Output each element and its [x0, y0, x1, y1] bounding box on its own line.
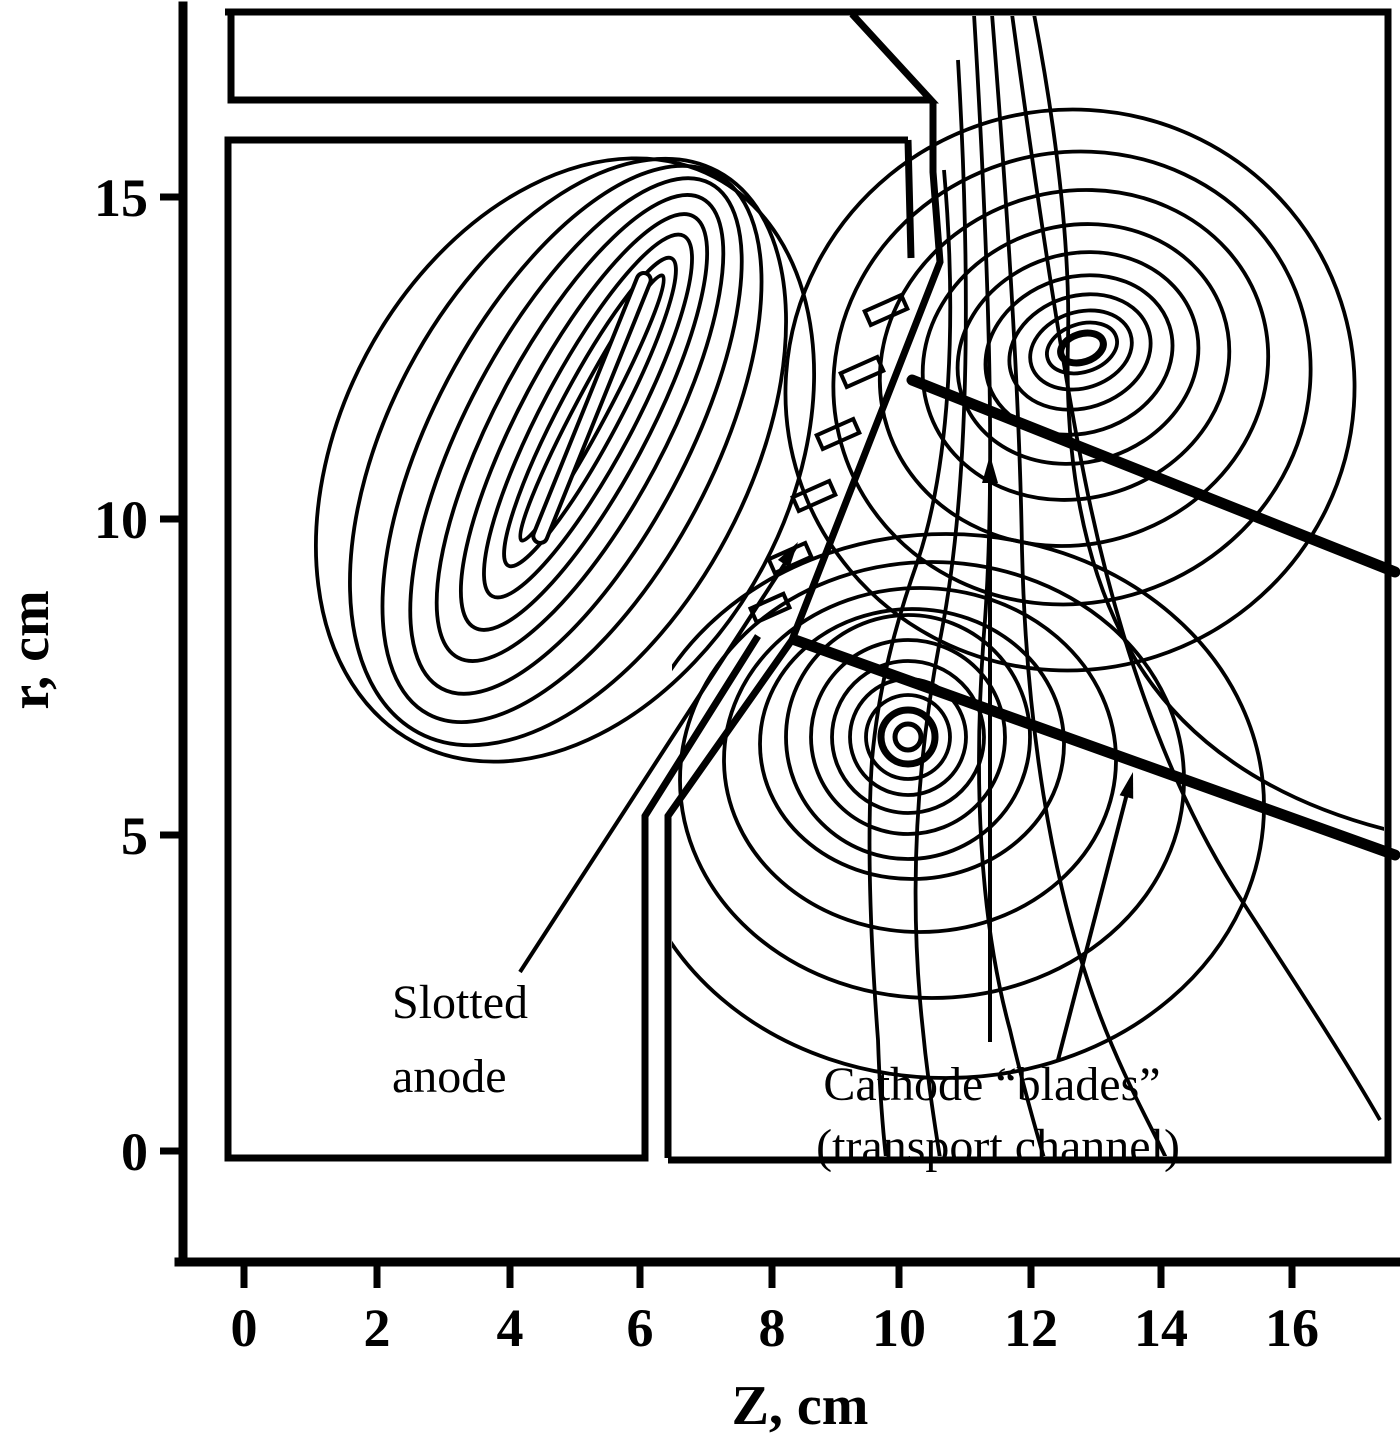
contour-line	[1007, 292, 1153, 412]
cathode-blades-label-line2: (transport channel)	[816, 1120, 1180, 1173]
top-flange-strip	[227, 11, 939, 104]
contour-line	[482, 232, 694, 600]
contour-line	[314, 156, 816, 764]
x-tick-label: 0	[231, 1298, 258, 1358]
contour-line	[830, 659, 986, 815]
annotations: Slotted anode Cathode “blades” (transpor…	[392, 455, 1180, 1173]
field-line	[867, 169, 953, 1156]
y-tick-label: 0	[121, 1122, 148, 1182]
y-tick-label: 15	[94, 168, 148, 228]
contours-left-cell	[314, 156, 816, 764]
contour-line	[458, 212, 710, 632]
cathode-blades	[789, 374, 1400, 861]
x-tick-label: 14	[1134, 1298, 1188, 1358]
x-tick-label: 8	[759, 1298, 786, 1358]
y-axis-title: r, cm	[0, 590, 61, 709]
field-line	[1032, 16, 1384, 831]
contour-line	[920, 222, 1232, 502]
x-axis-title: Z, cm	[732, 1375, 869, 1437]
anode-slat	[838, 354, 886, 390]
contour-line	[408, 176, 744, 696]
contour-line	[809, 638, 1007, 836]
contour-line	[1045, 320, 1119, 376]
contour-line	[380, 164, 764, 724]
outer-boundary-wall	[225, 8, 1392, 1164]
anode-bar	[531, 271, 653, 545]
channel-east-wall	[664, 102, 944, 1158]
slotted-anode-label-line2: anode	[392, 1050, 507, 1103]
y-tick-label: 10	[94, 490, 148, 550]
slotted-anode-pointer-line	[518, 546, 797, 974]
contour-line	[864, 693, 952, 781]
contour-line	[434, 193, 726, 663]
contour-line	[758, 607, 1066, 881]
field-lines-fan	[867, 16, 1384, 1156]
anode-slat	[790, 478, 838, 514]
contour-line	[892, 721, 924, 753]
x-tick-label: 12	[1004, 1298, 1058, 1358]
contour-line	[877, 706, 939, 768]
contour-line	[502, 255, 678, 569]
slotted-anode-label-line1: Slotted	[392, 976, 528, 1029]
cathode-blade-arrow-line	[1056, 781, 1132, 1061]
contour-line	[348, 156, 788, 748]
contour-line	[877, 188, 1271, 548]
x-tick-label: 2	[364, 1298, 391, 1358]
contour-line	[518, 273, 666, 543]
cathode-blade-upper	[906, 374, 1400, 578]
arrowhead-icon	[1119, 772, 1134, 799]
cathode-blades-label-line1: Cathode “blades”	[823, 1058, 1160, 1111]
contour-line	[784, 613, 1032, 861]
x-tick-label: 6	[627, 1298, 654, 1358]
arrowhead-icon	[982, 455, 998, 483]
y-tick-label: 5	[121, 806, 148, 866]
x-tick-label: 4	[497, 1298, 524, 1358]
arrowhead-icon	[777, 542, 798, 568]
cathode-blade-lower	[789, 634, 1400, 861]
field-line	[990, 16, 1168, 1156]
contour-line	[1028, 308, 1134, 392]
contour-line	[783, 107, 1357, 673]
field-line	[913, 59, 968, 1156]
x-tick-label: 16	[1265, 1298, 1319, 1358]
x-tick-label: 10	[872, 1298, 926, 1358]
